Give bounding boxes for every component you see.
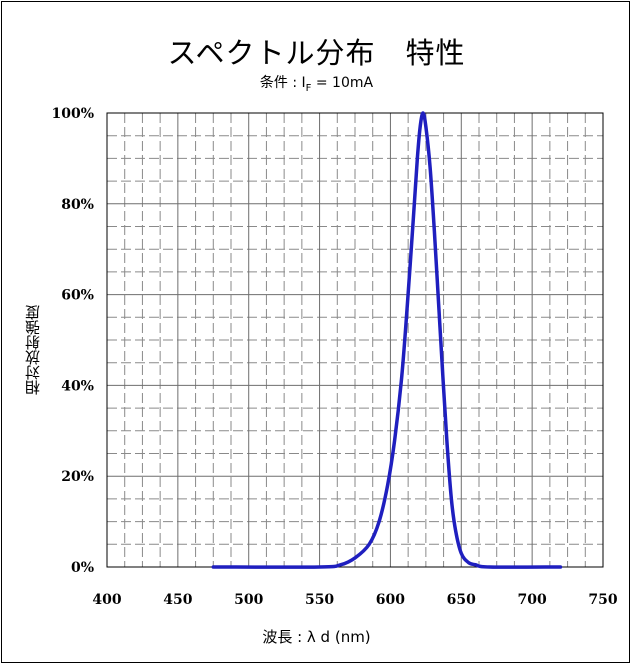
x-tick-label: 500 (234, 592, 263, 608)
series-layer (211, 111, 563, 569)
subtitle-subscript: F (305, 82, 312, 94)
chart-title: スペクトル分布 特性 (167, 36, 466, 70)
y-tick-label: 20% (61, 469, 94, 485)
y-tick-label: 40% (61, 378, 94, 394)
x-tick-label: 750 (588, 592, 617, 608)
x-tick-label: 550 (305, 592, 334, 608)
subtitle-suffix: = 10mA (311, 75, 374, 91)
x-axis-label: 波長 : λ d (nm) (262, 628, 371, 646)
x-tick-labels: 400 450 500 550 600 650 700 750 (92, 592, 617, 608)
plot-border (106, 112, 604, 568)
subtitle-symbol: I (301, 75, 306, 91)
x-tick-label: 400 (92, 592, 121, 608)
x-tick-label: 650 (447, 592, 476, 608)
major-grid (107, 113, 603, 567)
minor-grid (107, 113, 603, 567)
y-tick-labels: 0% 20% 40% 60% 80% 100% (51, 106, 94, 576)
chart-subtitle: 条件 : IF = 10mA (0, 72, 633, 94)
x-tick-label: 700 (518, 592, 547, 608)
y-tick-label: 100% (51, 106, 94, 122)
subtitle-prefix: 条件 : (259, 75, 302, 91)
y-tick-label: 0% (71, 560, 94, 576)
x-tick-label: 600 (376, 592, 405, 608)
x-tick-label: 450 (163, 592, 192, 608)
y-tick-label: 80% (61, 197, 94, 213)
y-tick-label: 60% (61, 288, 94, 304)
series-line-0 (211, 111, 563, 569)
